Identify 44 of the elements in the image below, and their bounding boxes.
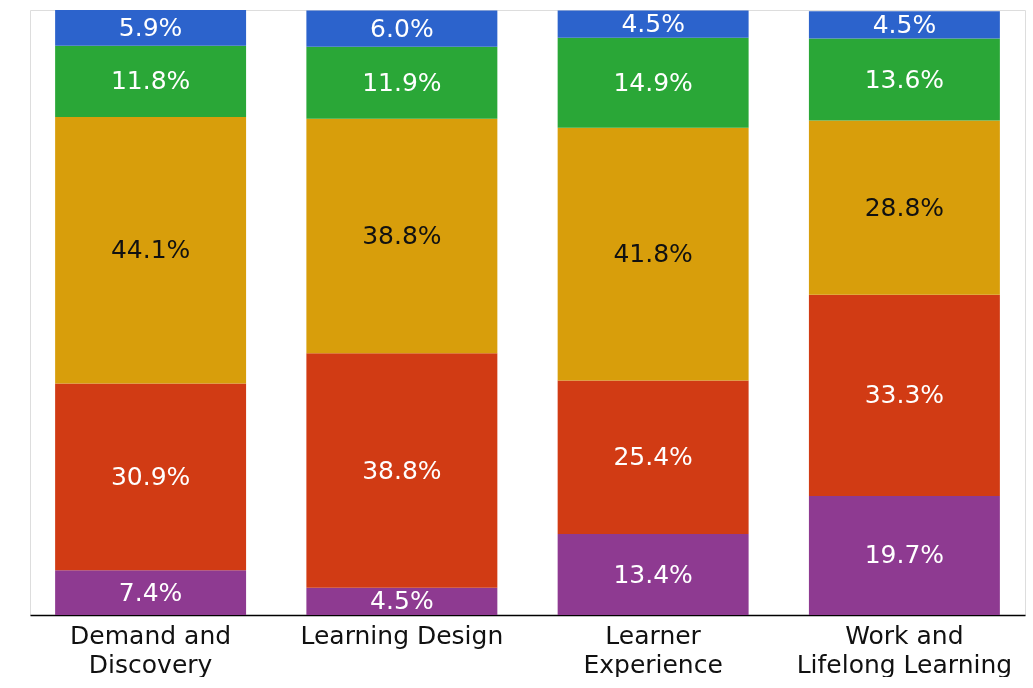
bar	[557, 127, 749, 381]
data-label: 19.7%	[864, 540, 945, 570]
bar	[306, 10, 498, 47]
bar	[557, 380, 749, 535]
data-label: 7.4%	[118, 577, 183, 607]
data-label: 41.8%	[613, 239, 693, 269]
bar	[306, 118, 498, 354]
data-label: 28.8%	[864, 192, 945, 222]
data-label: 4.5%	[872, 9, 937, 39]
bar	[55, 116, 247, 384]
data-label: 30.9%	[110, 461, 191, 491]
x-tick-label: Demand and Discovery	[70, 620, 232, 679]
bar	[808, 495, 1000, 615]
bar	[306, 587, 498, 615]
data-label: 44.1%	[110, 235, 191, 265]
x-tick-label: Learning Design	[300, 620, 504, 650]
bar	[808, 11, 1000, 39]
data-label: 11.8%	[110, 66, 191, 96]
bar	[808, 38, 1000, 121]
data-label: 11.9%	[362, 67, 442, 97]
data-label: 38.8%	[362, 455, 442, 485]
data-label: 5.9%	[118, 12, 183, 42]
bar	[808, 294, 1000, 496]
bar	[55, 570, 247, 615]
data-label: 38.8%	[362, 221, 442, 251]
bar	[55, 45, 247, 117]
data-label: 6.0%	[370, 13, 434, 43]
data-label: 25.4%	[613, 442, 693, 472]
data-label: 14.9%	[613, 67, 693, 97]
bar	[306, 353, 498, 588]
bar	[557, 10, 749, 38]
bar	[306, 46, 498, 119]
bar	[55, 10, 247, 46]
bar	[55, 383, 247, 571]
data-label: 4.5%	[621, 9, 685, 39]
data-label: 13.4%	[613, 559, 693, 589]
data-label: 33.3%	[864, 380, 945, 410]
data-label: 4.5%	[370, 586, 434, 616]
data-label: 13.6%	[864, 64, 945, 94]
bar	[557, 37, 749, 128]
bar	[557, 534, 749, 615]
x-tick-label: Work and Lifelong Learning	[796, 620, 1013, 679]
bar	[808, 120, 1000, 295]
x-tick-label: Learner Experience	[583, 620, 723, 679]
